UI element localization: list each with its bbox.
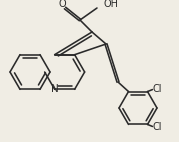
Text: Cl: Cl (153, 122, 162, 132)
Text: Cl: Cl (153, 83, 162, 94)
Text: N: N (51, 84, 59, 94)
Text: OH: OH (104, 0, 119, 9)
Text: O: O (58, 0, 66, 9)
